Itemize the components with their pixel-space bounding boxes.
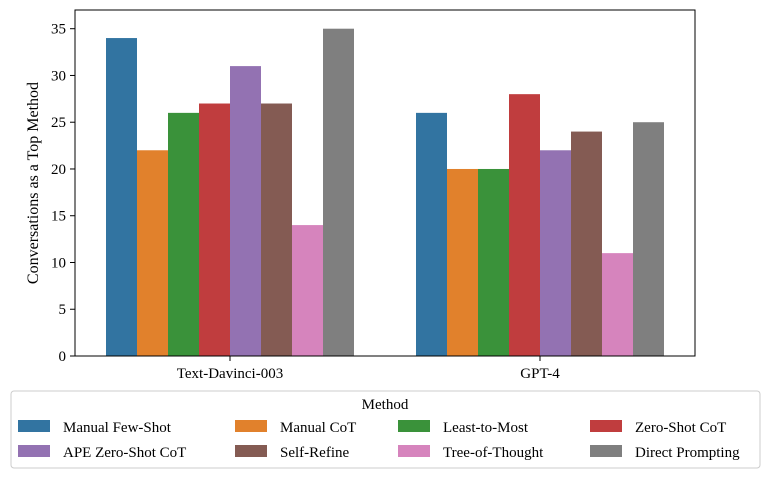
legend-label-ape-zero-shot-cot: APE Zero-Shot CoT: [63, 445, 186, 461]
plot-frame: [74, 9, 696, 357]
legend-swatch-zero-shot-cot: [590, 420, 622, 432]
bar-least-to-most-0: [168, 112, 199, 356]
legend-frame: [10, 390, 761, 469]
bar-ape-zero-shot-cot-1: [540, 150, 571, 356]
y-tick-label: 25: [51, 115, 66, 131]
y-tick-label: 20: [51, 162, 66, 178]
bar-tree-of-thought-0: [292, 225, 323, 356]
legend-swatch-ape-zero-shot-cot: [18, 445, 50, 457]
bar-direct-prompting-0: [323, 28, 354, 357]
legend-swatch-self-refine: [235, 445, 267, 457]
bar-tree-of-thought-1: [602, 253, 633, 356]
bar-zero-shot-cot-1: [509, 94, 540, 356]
legend-items: Manual Few-Shot Manual CoT Least-to-Most Ze…: [18, 420, 740, 461]
bar-manual-cot-0: [137, 150, 168, 356]
bar-least-to-most-1: [478, 168, 509, 356]
bar-ape-zero-shot-cot-0: [230, 66, 261, 357]
legend-label-manual-few-shot: Manual Few-Shot: [63, 420, 172, 436]
y-tick-label: 0: [59, 349, 67, 365]
bar-manual-cot-1: [447, 168, 478, 356]
legend-label-self-refine: Self-Refine: [280, 445, 349, 461]
legend: Method Manual Few-Shot Manual CoT Least-to…: [10, 390, 761, 469]
legend-swatch-manual-few-shot: [18, 420, 50, 432]
y-axis: 0 5 10 15 20 25 30 35: [51, 22, 75, 365]
legend-swatch-tree-of-thought: [398, 445, 430, 457]
bars-layer: [106, 28, 664, 357]
bar-manual-few-shot-1: [416, 112, 447, 356]
bar-self-refine-0: [261, 103, 292, 356]
y-axis-label: Conversations as a Top Method: [25, 82, 42, 284]
y-tick-label: 10: [51, 255, 66, 271]
x-tick-label: GPT-4: [520, 366, 560, 382]
bar-zero-shot-cot-0: [199, 103, 230, 356]
y-tick-label: 30: [51, 68, 66, 84]
y-tick-label: 35: [51, 22, 66, 38]
legend-label-tree-of-thought: Tree-of-Thought: [443, 445, 544, 461]
bar-direct-prompting-1: [633, 122, 664, 356]
bar-manual-few-shot-0: [106, 38, 137, 357]
y-tick-label: 5: [59, 302, 67, 318]
legend-label-zero-shot-cot: Zero-Shot CoT: [635, 420, 726, 436]
y-tick-label: 15: [51, 209, 66, 225]
legend-title: Method: [362, 397, 409, 413]
x-tick-label: Text-Davinci-003: [177, 366, 283, 382]
legend-label-direct-prompting: Direct Prompting: [635, 445, 740, 461]
x-axis: Text-Davinci-003 GPT-4: [177, 356, 560, 382]
legend-swatch-manual-cot: [235, 420, 267, 432]
bar-self-refine-1: [571, 131, 602, 356]
legend-label-manual-cot: Manual CoT: [280, 420, 356, 436]
legend-label-least-to-most: Least-to-Most: [443, 420, 529, 436]
legend-swatch-direct-prompting: [590, 445, 622, 457]
legend-swatch-least-to-most: [398, 420, 430, 432]
